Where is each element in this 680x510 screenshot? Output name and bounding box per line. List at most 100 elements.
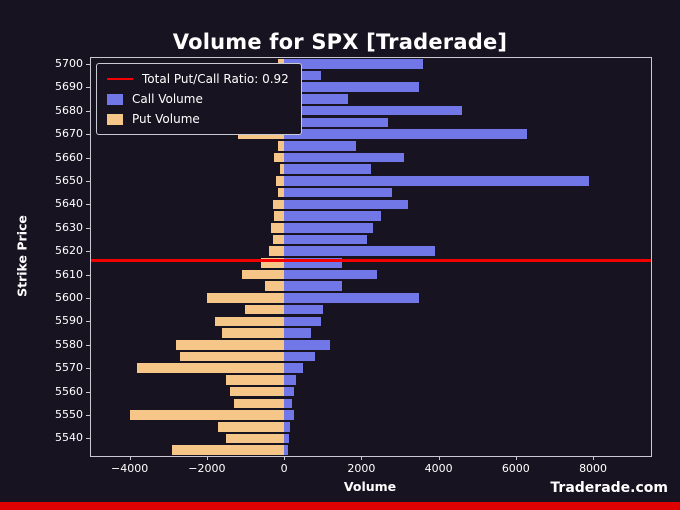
put-volume-bar (276, 176, 285, 186)
legend-put-label: Put Volume (132, 112, 200, 126)
call-volume-bar (284, 105, 462, 116)
put-volume-bar (226, 433, 285, 444)
x-tick-label: −4000 (111, 462, 149, 475)
call-volume-bar (284, 386, 294, 397)
put-volume-bar (272, 234, 285, 245)
put-volume-bar (137, 363, 285, 373)
x-tick-mark (515, 456, 517, 460)
y-tick-mark (86, 87, 90, 89)
call-volume-bar (284, 117, 389, 128)
call-volume-bar (284, 176, 590, 186)
put-volume-bar (245, 304, 285, 315)
x-tick-mark (129, 456, 131, 460)
x-axis-label: Volume (343, 479, 397, 494)
call-volume-bar (284, 59, 424, 69)
call-volume-bar (284, 246, 435, 256)
put-volume-bar (218, 421, 285, 432)
put-volume-bar (260, 258, 285, 268)
x-tick-mark (593, 456, 595, 460)
y-tick-label: 5570 (55, 361, 83, 375)
x-tick-mark (284, 456, 286, 460)
legend-ratio-label: Total Put/Call Ratio: 0.92 (142, 72, 289, 86)
call-volume-bar (284, 445, 288, 455)
call-volume-bar (284, 293, 420, 303)
y-tick-mark (86, 321, 90, 323)
call-volume-bar (284, 421, 290, 432)
call-volume-bar (284, 211, 381, 221)
chart-title: Volume for SPX [Traderade] (172, 30, 508, 54)
call-volume-bar (284, 187, 393, 198)
put-volume-bar (278, 187, 285, 198)
y-tick-label: 5620 (55, 244, 83, 258)
y-tick-mark (86, 251, 90, 253)
put-volume-bar (272, 199, 285, 210)
put-volume-bar (206, 293, 285, 303)
call-volume-bar (284, 281, 343, 292)
y-tick-label: 5590 (55, 314, 83, 328)
y-tick-mark (86, 180, 90, 182)
call-volume-bar (284, 199, 408, 210)
put-volume-bar (179, 351, 285, 362)
y-tick-mark (86, 204, 90, 206)
call-volume-bar (284, 304, 323, 315)
call-volume-bar (284, 70, 321, 81)
put-volume-bar (172, 445, 285, 455)
y-tick-mark (86, 157, 90, 159)
x-tick-label: 2000 (347, 462, 376, 475)
ratio-line-swatch-icon (107, 77, 133, 81)
y-tick-mark (86, 134, 90, 136)
y-tick-mark (86, 227, 90, 229)
y-tick-label: 5610 (55, 267, 83, 281)
put-volume-swatch-icon (107, 113, 123, 125)
y-tick-label: 5680 (55, 103, 83, 117)
y-tick-label: 5670 (55, 127, 83, 141)
call-volume-bar (284, 140, 356, 151)
put-volume-bar (129, 410, 285, 420)
call-volume-bar (284, 351, 315, 362)
y-tick-label: 5540 (55, 431, 83, 445)
y-tick-mark (86, 415, 90, 417)
legend-call-label: Call Volume (132, 92, 203, 106)
call-volume-swatch-icon (107, 93, 123, 105)
x-tick-label: 0 (280, 462, 288, 475)
x-tick-label: 4000 (424, 462, 453, 475)
x-tick-label: −2000 (188, 462, 226, 475)
put-volume-bar (270, 222, 285, 233)
y-axis-label: Strike Price (14, 215, 30, 297)
put-volume-bar (226, 375, 285, 385)
y-tick-mark (86, 110, 90, 112)
y-tick-label: 5560 (55, 384, 83, 398)
put-volume-bar (278, 140, 285, 151)
call-volume-bar (284, 129, 528, 139)
call-volume-bar (284, 328, 312, 338)
x-tick-mark (438, 456, 440, 460)
put-volume-bar (280, 164, 285, 174)
put-volume-bar (274, 211, 285, 221)
x-tick-mark (206, 456, 208, 460)
y-tick-label: 5640 (55, 197, 83, 211)
y-tick-label: 5580 (55, 337, 83, 351)
call-volume-bar (284, 316, 321, 327)
call-volume-bar (284, 234, 368, 245)
put-volume-bar (214, 316, 285, 327)
put-volume-bar (175, 339, 285, 350)
call-volume-bar (284, 433, 289, 444)
call-volume-bar (284, 269, 377, 280)
watermark: Traderade.com (550, 480, 668, 496)
y-tick-mark (86, 63, 90, 65)
put-volume-bar (264, 281, 285, 292)
put-volume-bar (241, 269, 285, 280)
call-volume-bar (284, 258, 343, 268)
y-tick-label: 5550 (55, 408, 83, 422)
call-volume-bar (284, 82, 420, 93)
call-volume-bar (284, 375, 296, 385)
plot-area: Total Put/Call Ratio: 0.92 Call Volume P… (55, 57, 652, 475)
y-tick-mark (86, 344, 90, 346)
put-volume-bar (268, 246, 285, 256)
x-tick-label: 8000 (579, 462, 608, 475)
x-tick-label: 6000 (501, 462, 530, 475)
call-volume-bar (284, 363, 304, 373)
y-tick-mark (86, 438, 90, 440)
call-volume-bar (284, 94, 348, 104)
put-volume-bar (230, 386, 285, 397)
